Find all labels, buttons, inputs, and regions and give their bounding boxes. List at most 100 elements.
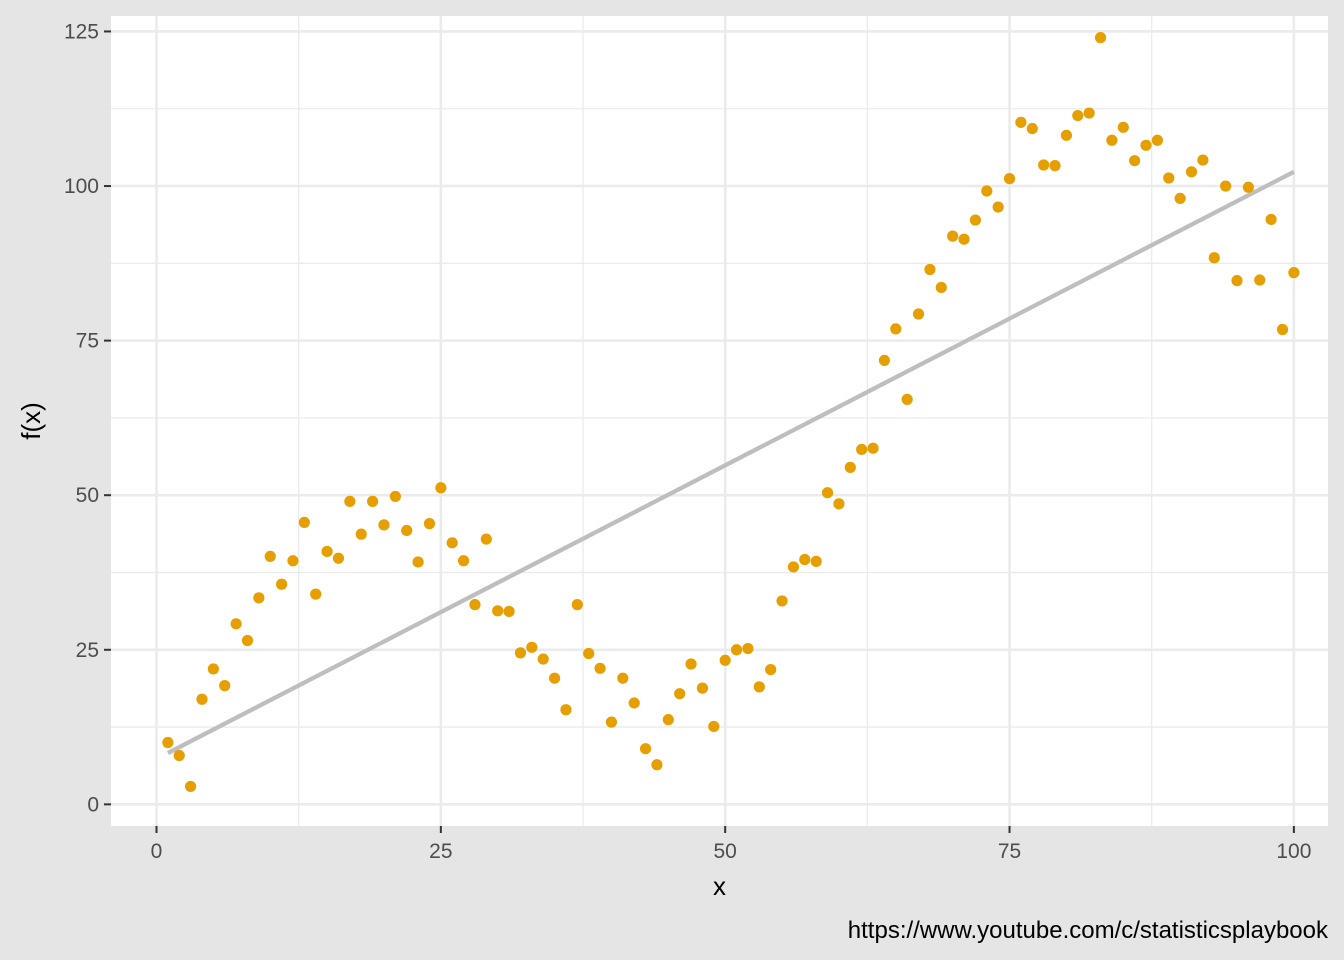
data-point	[446, 537, 458, 549]
y-tick-label: 0	[87, 793, 99, 816]
data-point	[492, 605, 504, 617]
data-point	[901, 393, 913, 405]
data-point	[1151, 134, 1163, 146]
data-point	[594, 662, 606, 674]
data-point	[1072, 109, 1084, 122]
data-point	[912, 308, 925, 320]
plot-panel	[111, 16, 1328, 826]
data-point	[173, 749, 185, 762]
data-point	[583, 647, 595, 660]
data-point	[810, 555, 822, 567]
data-point	[412, 556, 424, 568]
data-point	[844, 461, 856, 473]
data-point	[1026, 122, 1038, 135]
gridlines	[111, 16, 1328, 826]
data-point	[321, 545, 333, 558]
data-point	[1197, 154, 1209, 166]
data-point	[639, 743, 652, 755]
data-point	[799, 553, 811, 566]
data-point	[389, 490, 401, 503]
data-point	[1140, 139, 1152, 151]
data-point	[298, 516, 310, 529]
data-point	[469, 599, 481, 611]
data-point	[935, 281, 947, 294]
data-point	[560, 704, 572, 716]
data-point	[674, 688, 686, 700]
data-point	[776, 595, 788, 607]
x-tick-label: 0	[151, 840, 163, 863]
y-axis-title: f(x)	[16, 402, 46, 440]
data-point	[708, 720, 720, 733]
data-point	[856, 443, 868, 456]
data-point	[1174, 192, 1186, 205]
x-axis-title: x	[713, 871, 726, 901]
caption: https://www.youtube.com/c/statisticsplay…	[848, 917, 1329, 944]
data-point	[924, 263, 936, 276]
data-point	[867, 442, 879, 454]
data-point	[514, 647, 527, 659]
data-point	[480, 533, 492, 545]
data-point	[435, 482, 447, 494]
data-point	[742, 642, 754, 655]
x-tick-label: 100	[1276, 840, 1311, 863]
data-point	[241, 634, 254, 647]
data-point	[685, 658, 697, 670]
data-point	[503, 605, 515, 618]
data-point	[310, 588, 322, 600]
data-point	[457, 555, 470, 567]
data-point	[833, 498, 845, 510]
y-tick-label: 50	[76, 484, 99, 507]
data-point	[219, 680, 231, 692]
data-point	[1254, 274, 1266, 286]
data-point	[162, 736, 174, 749]
data-point	[890, 323, 902, 335]
data-point	[264, 550, 276, 563]
data-point	[878, 354, 891, 367]
data-point	[765, 663, 777, 676]
x-tick-label: 50	[714, 840, 737, 863]
x-axis: 0 25 50 75 100	[151, 826, 1311, 863]
data-point	[332, 552, 345, 564]
data-point	[605, 716, 618, 728]
data-point	[1265, 213, 1277, 226]
data-point	[344, 495, 356, 507]
data-point	[207, 663, 219, 675]
data-point	[628, 697, 640, 709]
data-point	[1129, 155, 1141, 167]
data-point	[1094, 32, 1107, 44]
y-tick-label: 25	[76, 639, 99, 662]
data-point	[992, 201, 1004, 213]
data-point	[1038, 159, 1050, 171]
data-point	[253, 592, 265, 604]
data-point	[185, 780, 197, 793]
data-point	[230, 618, 242, 630]
data-point	[1049, 160, 1061, 172]
data-point	[287, 555, 299, 567]
data-point	[1015, 116, 1027, 128]
data-point	[730, 644, 743, 656]
data-point	[1231, 275, 1243, 287]
data-point	[548, 672, 561, 684]
data-point	[571, 599, 583, 611]
data-point	[355, 528, 367, 540]
data-point	[423, 518, 436, 530]
data-point	[1288, 267, 1300, 279]
regression-line	[166, 169, 1295, 755]
data-point	[1106, 134, 1118, 146]
y-tick-label: 75	[76, 330, 99, 353]
data-point	[526, 641, 538, 653]
data-point	[696, 682, 709, 694]
data-point	[787, 561, 800, 573]
data-point	[1242, 181, 1254, 193]
y-tick-label: 100	[64, 175, 99, 198]
data-point	[753, 681, 765, 693]
data-point	[662, 714, 674, 726]
y-tick-label: 125	[64, 20, 99, 43]
data-point	[1083, 107, 1095, 119]
data-point	[196, 693, 208, 705]
regression-line-layer	[166, 169, 1295, 755]
data-point	[1208, 252, 1220, 264]
data-point	[1185, 166, 1198, 178]
data-point	[981, 185, 993, 197]
